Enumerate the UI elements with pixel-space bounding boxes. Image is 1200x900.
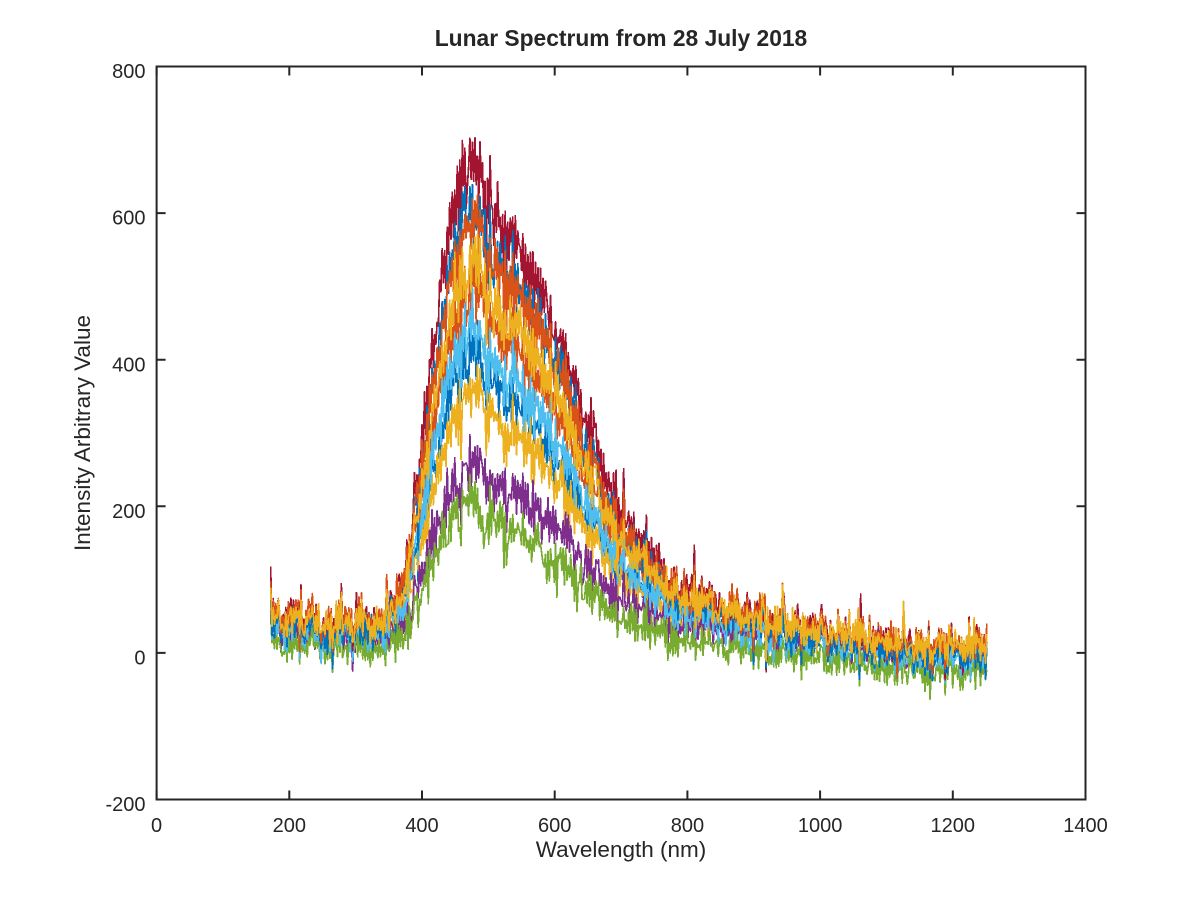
svg-text:400: 400 (112, 354, 145, 376)
svg-text:0: 0 (134, 648, 145, 670)
svg-text:Wavelength (nm): Wavelength (nm) (536, 837, 706, 862)
svg-text:800: 800 (671, 815, 704, 837)
svg-text:1000: 1000 (798, 815, 843, 837)
svg-text:1400: 1400 (1063, 815, 1108, 837)
svg-text:1200: 1200 (931, 815, 976, 837)
svg-text:200: 200 (273, 815, 306, 837)
svg-text:Lunar Spectrum from 28 July 20: Lunar Spectrum from 28 July 2018 (435, 25, 808, 51)
svg-text:600: 600 (112, 208, 145, 230)
svg-text:-200: -200 (105, 794, 145, 816)
svg-text:600: 600 (538, 815, 571, 837)
svg-text:0: 0 (151, 815, 162, 837)
svg-text:200: 200 (112, 501, 145, 523)
svg-text:400: 400 (405, 815, 438, 837)
svg-text:Intensity Arbitrary Value: Intensity Arbitrary Value (70, 315, 95, 551)
svg-text:800: 800 (112, 61, 145, 83)
